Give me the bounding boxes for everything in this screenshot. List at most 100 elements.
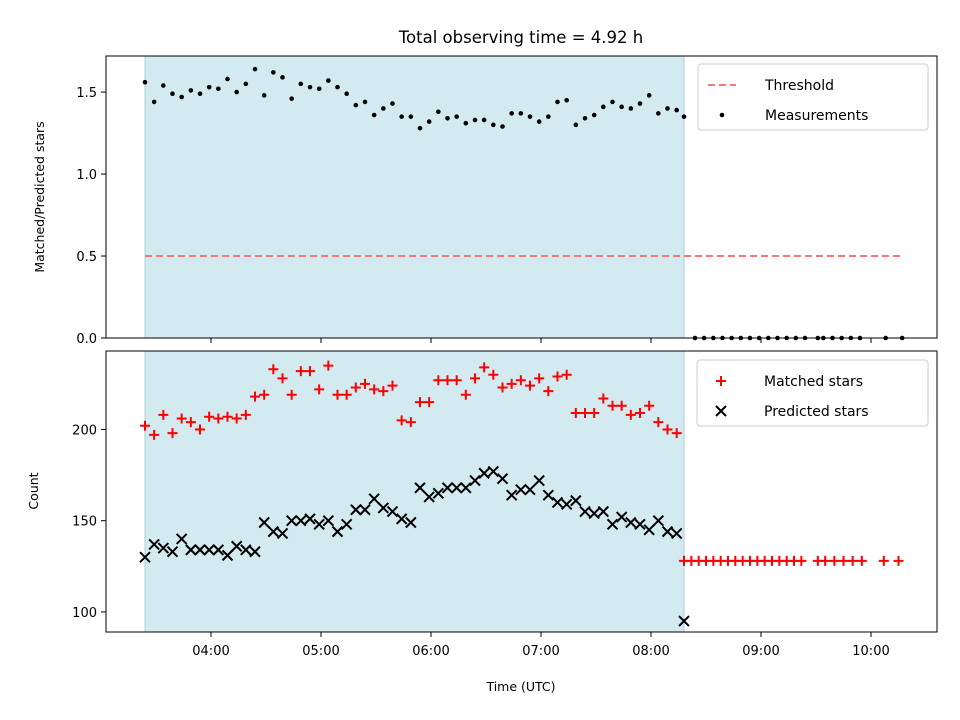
legend-label: Measurements <box>765 108 868 124</box>
data-point <box>267 525 280 538</box>
data-point <box>197 91 203 97</box>
data-point <box>656 111 661 116</box>
data-point <box>344 91 349 97</box>
data-point <box>847 555 858 566</box>
data-point <box>322 514 335 527</box>
data-point <box>582 116 588 121</box>
legend-item: Threshold <box>708 78 834 94</box>
data-point <box>469 474 481 487</box>
data-point <box>185 544 197 556</box>
data-point <box>470 373 480 384</box>
data-point <box>561 369 572 380</box>
data-point <box>573 122 579 128</box>
x-tick-label: 09:00 <box>742 644 779 659</box>
data-point <box>377 502 390 514</box>
data-point <box>625 516 637 529</box>
data-point <box>234 89 239 95</box>
data-point <box>285 514 298 527</box>
data-point <box>615 511 628 523</box>
data-point <box>661 525 674 538</box>
data-point <box>796 555 807 566</box>
data-point <box>589 408 600 419</box>
data-point <box>591 112 597 118</box>
data-point <box>326 78 331 83</box>
data-point <box>820 555 831 566</box>
legend-label: Predicted stars <box>764 404 869 420</box>
data-point <box>670 527 683 540</box>
data-point <box>259 389 270 400</box>
data-point <box>560 498 573 510</box>
data-point <box>185 417 196 428</box>
data-point <box>415 397 425 408</box>
y-axis-label-bottom: Count <box>26 472 41 509</box>
data-point <box>313 518 325 531</box>
data-point <box>405 417 416 428</box>
data-point <box>481 117 487 123</box>
data-point <box>552 371 563 382</box>
data-point <box>424 397 435 408</box>
data-point <box>616 400 627 411</box>
data-point <box>534 373 545 384</box>
observing-interval-shade <box>144 350 685 633</box>
data-point <box>497 382 508 393</box>
data-point <box>350 504 362 516</box>
y-tick-label: 150 <box>72 515 97 530</box>
data-point <box>148 538 160 551</box>
observing-interval-shade <box>144 55 685 339</box>
data-point <box>252 66 258 72</box>
data-point <box>175 533 188 545</box>
data-point <box>166 546 179 558</box>
data-point <box>838 555 849 566</box>
data-point <box>203 544 215 556</box>
data-point <box>408 114 414 119</box>
data-point <box>230 540 243 552</box>
data-point <box>225 76 230 82</box>
data-point <box>231 413 242 424</box>
data-point <box>450 482 463 494</box>
data-point <box>607 400 618 411</box>
plot-frame <box>105 55 938 339</box>
x-tick-label: 04:00 <box>192 644 229 659</box>
data-point <box>426 119 432 124</box>
data-point <box>625 409 636 420</box>
data-point <box>271 70 276 75</box>
data-point <box>570 408 581 419</box>
data-point <box>635 408 645 419</box>
data-point <box>653 417 664 428</box>
data-point <box>359 504 371 516</box>
data-point <box>378 386 389 397</box>
data-point <box>158 409 169 420</box>
y-tick-label: 1.5 <box>76 86 97 101</box>
data-point <box>387 380 398 391</box>
data-point <box>142 79 148 85</box>
data-point <box>280 75 285 80</box>
data-point <box>298 81 304 87</box>
data-point <box>580 408 590 419</box>
x-tick-label: 06:00 <box>412 644 449 659</box>
data-point <box>646 93 652 98</box>
data-point <box>551 496 564 509</box>
data-point <box>856 555 867 566</box>
data-point <box>369 384 380 395</box>
data-point <box>505 489 518 501</box>
data-point <box>454 114 459 119</box>
data-point <box>463 120 469 126</box>
data-point <box>305 366 315 377</box>
data-point <box>212 544 225 556</box>
data-point <box>652 514 665 527</box>
data-point <box>304 513 316 525</box>
data-point <box>323 360 334 371</box>
data-point <box>681 114 687 119</box>
data-point <box>240 409 251 420</box>
data-point <box>221 549 234 562</box>
data-point <box>194 544 206 556</box>
data-point <box>414 482 426 494</box>
y-tick-label: 1.0 <box>76 168 97 183</box>
data-point <box>151 99 157 105</box>
data-point <box>353 102 359 108</box>
data-point <box>601 104 606 110</box>
data-point <box>206 84 212 90</box>
data-point <box>405 516 417 529</box>
data-point <box>386 505 399 518</box>
data-point <box>536 119 542 124</box>
